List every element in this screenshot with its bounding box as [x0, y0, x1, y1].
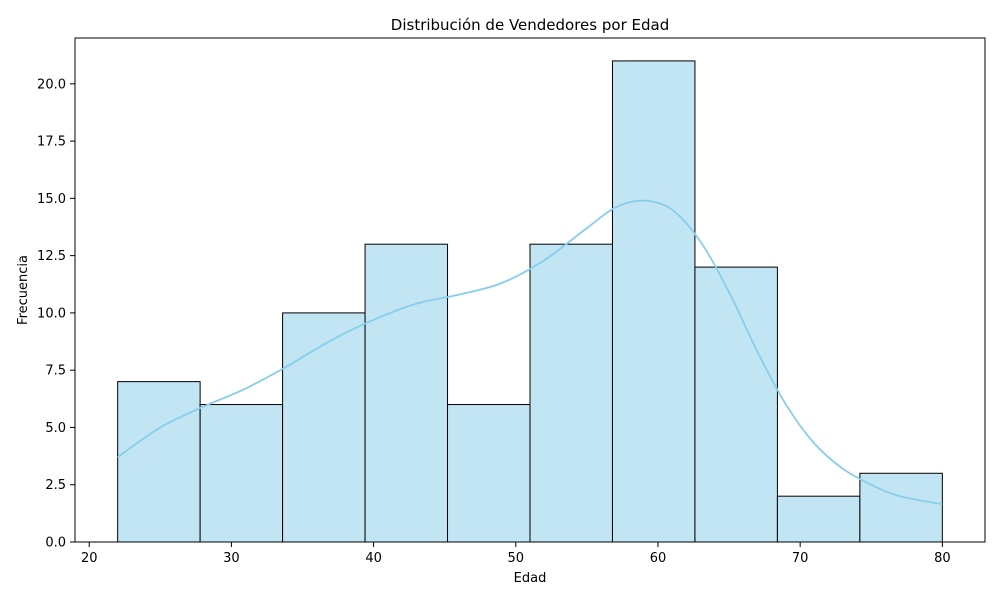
histogram-bar: [776, 495, 861, 543]
y-tick-label: 15.0: [37, 192, 66, 207]
y-tick-label: 17.5: [37, 135, 66, 150]
histogram-bar: [859, 472, 943, 543]
histogram-bar: [529, 243, 613, 543]
histogram-bar: [199, 404, 284, 543]
y-tick-label: 10.0: [37, 306, 66, 321]
y-tick-label: 12.5: [37, 249, 66, 264]
histogram-bar: [282, 312, 366, 543]
y-tick-label: 20.0: [37, 77, 66, 92]
y-axis-label: Frecuencia: [16, 255, 31, 325]
y-tick-label: 7.5: [45, 364, 66, 379]
histogram-bar: [447, 404, 531, 543]
y-tick-label: 2.5: [45, 478, 66, 493]
x-tick-label: 60: [650, 551, 667, 566]
x-tick-label: 20: [81, 551, 98, 566]
histogram-bar: [117, 381, 201, 543]
x-axis-ticks: 20 30 40 50 60 70 80: [81, 542, 951, 566]
histogram-bar: [611, 60, 696, 543]
x-tick-label: 80: [934, 551, 951, 566]
x-tick-label: 40: [365, 551, 382, 566]
kde-line: [117, 199, 943, 506]
y-axis-ticks: 0.0 2.5 5.0 7.5 10.0 12.5 15.0 17.5 20.0: [37, 77, 75, 551]
y-tick-label: 5.0: [45, 421, 66, 436]
histogram-bar: [364, 243, 449, 543]
y-tick-label: 0.0: [45, 536, 66, 551]
chart-title: Distribución de Vendedores por Edad: [391, 16, 669, 34]
x-tick-label: 30: [223, 551, 240, 566]
bars-group: [117, 60, 943, 543]
x-axis-label: Edad: [514, 571, 547, 586]
x-tick-label: 50: [508, 551, 525, 566]
histogram-bar: [694, 266, 778, 543]
kde-group: [117, 199, 943, 506]
plot-frame: [74, 37, 986, 543]
x-tick-label: 70: [792, 551, 809, 566]
